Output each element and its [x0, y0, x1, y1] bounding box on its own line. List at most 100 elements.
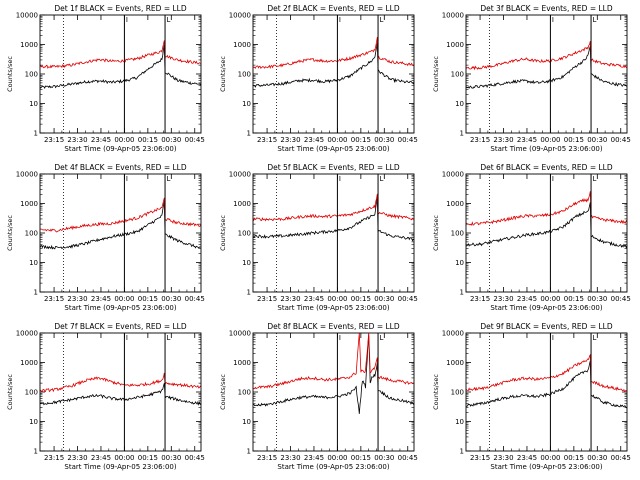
y-axis-label: Counts/sec: [6, 374, 14, 410]
time-marker-label: L: [380, 175, 384, 183]
x-tick-label: 00:45: [185, 454, 205, 462]
x-axis-label: Start Time (09-Apr-05 23:06:00): [277, 304, 389, 312]
x-tick-label: 00:30: [587, 454, 607, 462]
y-tick-label: 10: [455, 259, 464, 267]
y-tick-label: 100: [25, 71, 38, 79]
x-tick-label: 00:30: [374, 136, 394, 144]
y-tick-label: 10: [29, 259, 38, 267]
x-axis-label: Start Time (09-Apr-05 23:06:00): [490, 304, 602, 312]
panel-title: Det 7f BLACK = Events, RED = LLD: [54, 322, 187, 331]
y-axis-label: Counts/sec: [219, 215, 227, 251]
panel-det-3: Det 3f BLACK = Events, RED = LLD 1 10 100 10…: [432, 4, 631, 153]
x-tick-label: 23:45: [304, 295, 324, 303]
y-tick-label: 10: [242, 259, 251, 267]
y-tick-label: 10000: [229, 12, 251, 20]
x-tick-label: 23:45: [91, 136, 111, 144]
y-axis-label: Counts/sec: [432, 374, 440, 410]
panel-det-5: Det 5f BLACK = Events, RED = LLD 1 10 100 10…: [219, 163, 418, 312]
y-tick-label: 1000: [446, 200, 464, 208]
panel-title: Det 9f BLACK = Events, RED = LLD: [480, 322, 613, 331]
panel-title: Det 8f BLACK = Events, RED = LLD: [267, 322, 400, 331]
y-axis-label: Counts/sec: [219, 374, 227, 410]
y-tick-label: 1000: [20, 41, 38, 49]
y-tick-label: 1: [460, 130, 464, 138]
plot-frame: [252, 173, 415, 293]
plot-frame: [252, 14, 415, 134]
x-tick-label: 23:45: [91, 454, 111, 462]
y-tick-label: 1000: [20, 359, 38, 367]
y-tick-label: 100: [451, 71, 464, 79]
x-tick-label: 00:00: [540, 295, 560, 303]
panel-det-1: Det 1f BLACK = Events, RED = LLD 1 10 100 10…: [6, 4, 205, 153]
series-line-events: [252, 197, 415, 242]
y-tick-label: 1: [34, 448, 38, 456]
time-marker-label: L: [380, 334, 384, 342]
x-tick-label: 23:30: [67, 136, 87, 144]
y-axis-label: Counts/sec: [219, 56, 227, 92]
panel-det-4: Det 4f BLACK = Events, RED = LLD 1 10 100 10…: [6, 163, 205, 312]
series-line-events: [466, 360, 628, 409]
x-tick-label: 23:45: [517, 136, 537, 144]
x-tick-label: 00:00: [114, 136, 134, 144]
x-tick-label: 00:15: [138, 295, 158, 303]
y-tick-label: 10: [242, 418, 251, 426]
x-tick-label: 00:30: [161, 295, 181, 303]
y-tick-label: 1: [460, 448, 464, 456]
x-tick-label: 23:15: [44, 295, 64, 303]
y-tick-label: 100: [238, 230, 251, 238]
x-tick-label: 23:30: [493, 295, 513, 303]
y-tick-label: 1: [247, 289, 251, 297]
series-line-lld: [39, 197, 202, 233]
y-tick-label: 10000: [16, 12, 38, 20]
x-tick-label: 00:45: [185, 136, 205, 144]
x-tick-label: 00:45: [185, 295, 205, 303]
y-tick-label: 1: [34, 289, 38, 297]
x-tick-label: 23:45: [91, 295, 111, 303]
series-line-lld: [39, 40, 202, 69]
time-marker-label: I: [126, 16, 128, 24]
x-tick-label: 00:45: [398, 454, 418, 462]
y-tick-label: 10000: [16, 330, 38, 338]
panel-det-2: Det 2f BLACK = Events, RED = LLD 1 10 100 10…: [219, 4, 418, 153]
x-tick-label: 00:00: [540, 136, 560, 144]
plot-frame: [39, 332, 202, 452]
x-tick-label: 00:30: [587, 136, 607, 144]
y-axis-label: Counts/sec: [432, 56, 440, 92]
x-tick-label: 00:30: [374, 295, 394, 303]
series-line-lld: [465, 191, 628, 226]
y-tick-label: 10000: [229, 171, 251, 179]
series-line-events: [39, 44, 202, 90]
plot-frame: [465, 332, 628, 452]
y-tick-label: 10000: [16, 171, 38, 179]
x-tick-label: 00:45: [611, 454, 631, 462]
series-line-lld: [252, 332, 414, 390]
y-tick-label: 100: [451, 230, 464, 238]
time-marker-label: I: [552, 334, 554, 342]
series-line-lld: [252, 36, 415, 70]
x-tick-label: 00:15: [351, 295, 371, 303]
y-tick-label: 1: [34, 130, 38, 138]
series-line-lld: [252, 193, 415, 222]
y-tick-label: 10000: [442, 330, 464, 338]
x-tick-label: 00:00: [327, 454, 347, 462]
x-axis-label: Start Time (09-Apr-05 23:06:00): [490, 463, 602, 471]
x-tick-label: 23:30: [280, 454, 300, 462]
plot-frame: [252, 332, 415, 452]
time-marker-label: I: [339, 334, 341, 342]
x-tick-label: 23:15: [257, 295, 277, 303]
y-axis-label: Counts/sec: [432, 215, 440, 251]
y-tick-label: 100: [451, 389, 464, 397]
y-tick-label: 10000: [442, 171, 464, 179]
time-marker-label: L: [593, 16, 597, 24]
y-tick-label: 10: [242, 100, 251, 108]
x-tick-label: 23:15: [470, 295, 490, 303]
x-tick-label: 00:45: [398, 295, 418, 303]
series-line-events: [465, 45, 628, 89]
y-tick-label: 100: [238, 389, 251, 397]
x-tick-label: 00:00: [327, 136, 347, 144]
x-tick-label: 00:30: [374, 454, 394, 462]
y-tick-label: 1: [460, 289, 464, 297]
y-tick-label: 100: [238, 71, 251, 79]
y-tick-label: 10000: [442, 12, 464, 20]
x-tick-label: 23:45: [517, 454, 537, 462]
